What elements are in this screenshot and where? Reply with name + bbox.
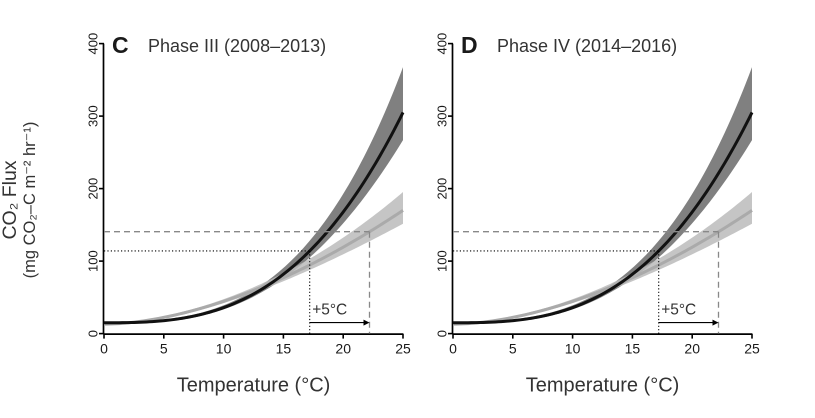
svg-text:0: 0 bbox=[449, 341, 457, 357]
svg-text:5: 5 bbox=[160, 341, 168, 357]
svg-text:200: 200 bbox=[85, 178, 100, 200]
svg-text:0: 0 bbox=[100, 341, 108, 357]
svg-text:0: 0 bbox=[85, 330, 100, 337]
svg-text:400: 400 bbox=[434, 33, 449, 55]
svg-text:CO₂ Flux: CO₂ Flux bbox=[0, 160, 21, 239]
svg-text:+5°C: +5°C bbox=[312, 302, 347, 319]
svg-text:Temperature (°C): Temperature (°C) bbox=[177, 375, 331, 397]
svg-text:5: 5 bbox=[509, 341, 517, 357]
svg-text:25: 25 bbox=[744, 341, 760, 357]
svg-text:10: 10 bbox=[565, 341, 581, 357]
svg-text:Temperature (°C): Temperature (°C) bbox=[526, 375, 680, 397]
svg-text:Phase III (2008–2013): Phase III (2008–2013) bbox=[148, 36, 326, 56]
svg-text:15: 15 bbox=[625, 341, 641, 357]
svg-text:Phase IV (2014–2016): Phase IV (2014–2016) bbox=[497, 36, 677, 56]
svg-text:300: 300 bbox=[85, 105, 100, 127]
svg-text:100: 100 bbox=[85, 250, 100, 272]
svg-text:200: 200 bbox=[434, 178, 449, 200]
svg-text:(mg CO₂–C m⁻² hr⁻¹): (mg CO₂–C m⁻² hr⁻¹) bbox=[21, 122, 39, 279]
svg-text:+5°C: +5°C bbox=[661, 302, 696, 319]
svg-text:C: C bbox=[112, 32, 129, 58]
svg-text:100: 100 bbox=[434, 250, 449, 272]
svg-text:10: 10 bbox=[216, 341, 232, 357]
svg-text:20: 20 bbox=[684, 341, 700, 357]
svg-text:15: 15 bbox=[276, 341, 292, 357]
svg-text:400: 400 bbox=[85, 33, 100, 55]
svg-text:20: 20 bbox=[335, 341, 351, 357]
svg-text:300: 300 bbox=[434, 105, 449, 127]
svg-text:D: D bbox=[461, 32, 478, 58]
svg-text:25: 25 bbox=[395, 341, 411, 357]
svg-text:0: 0 bbox=[434, 330, 449, 337]
